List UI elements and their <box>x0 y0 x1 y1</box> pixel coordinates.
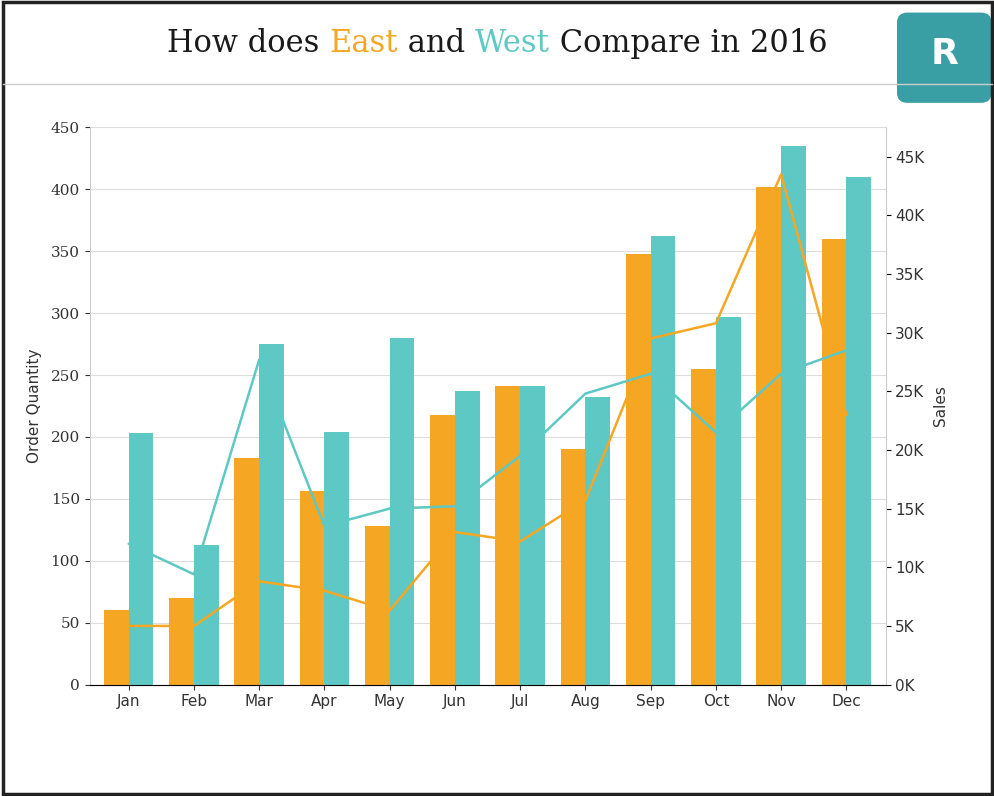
Bar <box>625 254 650 685</box>
Bar <box>691 369 716 685</box>
Bar <box>169 598 194 685</box>
Bar <box>780 146 805 685</box>
Bar <box>390 338 414 685</box>
Bar <box>324 432 349 685</box>
Bar <box>235 458 258 685</box>
Bar <box>650 236 675 685</box>
Bar <box>584 397 609 685</box>
Bar <box>846 177 871 685</box>
Bar <box>299 491 324 685</box>
Bar <box>194 544 219 685</box>
Y-axis label: Order Quantity: Order Quantity <box>27 349 42 463</box>
Bar <box>429 415 454 685</box>
FancyBboxPatch shape <box>896 13 991 103</box>
Bar <box>821 239 846 685</box>
Text: East: East <box>329 29 398 59</box>
Text: and: and <box>398 29 474 59</box>
Bar <box>520 386 545 685</box>
Bar <box>454 391 479 685</box>
Bar <box>560 449 584 685</box>
Text: R: R <box>929 37 957 71</box>
Bar <box>755 187 780 685</box>
Bar <box>258 344 283 685</box>
Bar <box>495 386 520 685</box>
Bar <box>365 526 390 685</box>
Text: West: West <box>474 29 550 59</box>
Bar <box>128 433 153 685</box>
Bar <box>716 317 740 685</box>
Y-axis label: Sales: Sales <box>932 385 947 427</box>
Text: #WORKOUTWEDNESDAY WEEK 20: COMPARING REGIONS: #WORKOUTWEDNESDAY WEEK 20: COMPARING REG… <box>232 755 762 773</box>
Text: Compare in 2016: Compare in 2016 <box>550 29 827 59</box>
Text: How does: How does <box>167 29 329 59</box>
Bar <box>103 611 128 685</box>
